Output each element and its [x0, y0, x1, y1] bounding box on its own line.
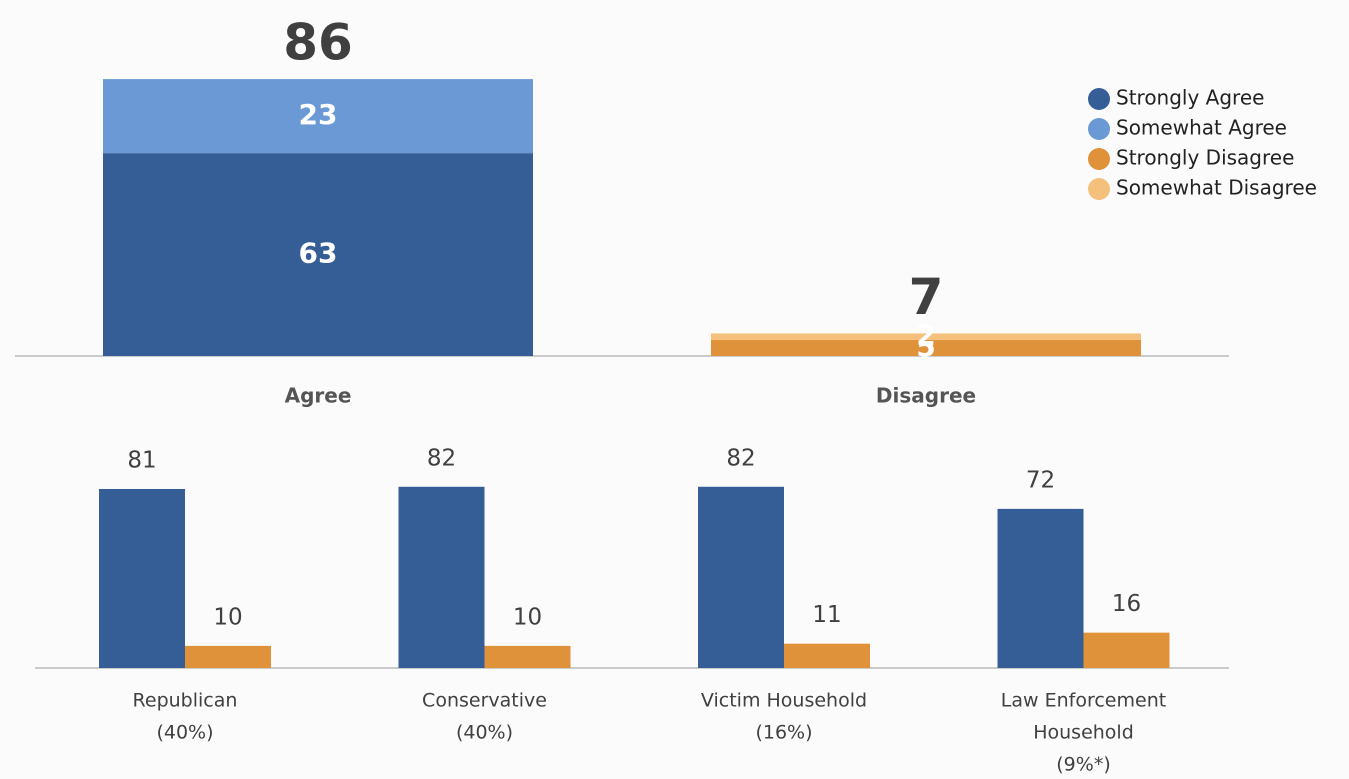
category-label: (9%*): [1056, 754, 1110, 776]
category-label: Agree: [285, 384, 352, 408]
data-label: 23: [299, 98, 338, 131]
bar: [185, 645, 271, 668]
legend-label: Somewhat Agree: [1116, 116, 1287, 140]
data-label: 10: [213, 604, 242, 630]
category-label: Household: [1033, 722, 1134, 744]
data-label: 82: [427, 445, 456, 471]
bar: [997, 508, 1084, 668]
category-label: Conservative: [422, 690, 547, 712]
category-label: Law Enforcement: [1001, 690, 1166, 712]
data-label: 11: [812, 602, 841, 628]
category-label: (16%): [755, 722, 812, 744]
legend-label: Strongly Disagree: [1116, 146, 1294, 170]
bar: [99, 488, 185, 668]
bar: [698, 486, 784, 668]
bar-segment: [103, 79, 533, 154]
total-label: 86: [283, 14, 353, 72]
data-label: 16: [1112, 591, 1141, 617]
bar-segment: [103, 153, 533, 356]
legend-marker: [1088, 148, 1110, 170]
bar: [398, 486, 485, 668]
bar-segment: [711, 333, 1141, 340]
legend-marker: [1088, 178, 1110, 200]
data-label: 72: [1026, 467, 1055, 493]
total-label: 7: [909, 268, 944, 326]
category-label: (40%): [156, 722, 213, 744]
category-label: Disagree: [876, 384, 976, 408]
data-label: 10: [513, 604, 542, 630]
data-label: 81: [127, 447, 156, 473]
category-label: Republican: [133, 690, 238, 712]
bar: [784, 643, 870, 668]
bar-segment: [711, 339, 1141, 356]
category-label: Victim Household: [701, 690, 867, 712]
legend-marker: [1088, 118, 1110, 140]
bar: [484, 645, 571, 668]
category-label: (40%): [456, 722, 513, 744]
legend-label: Strongly Agree: [1116, 86, 1264, 110]
legend-marker: [1088, 88, 1110, 110]
data-label: 63: [299, 237, 338, 270]
bar: [1083, 632, 1170, 668]
legend-label: Somewhat Disagree: [1116, 176, 1317, 200]
data-label: 82: [726, 445, 755, 471]
data-label: 2: [916, 319, 935, 352]
